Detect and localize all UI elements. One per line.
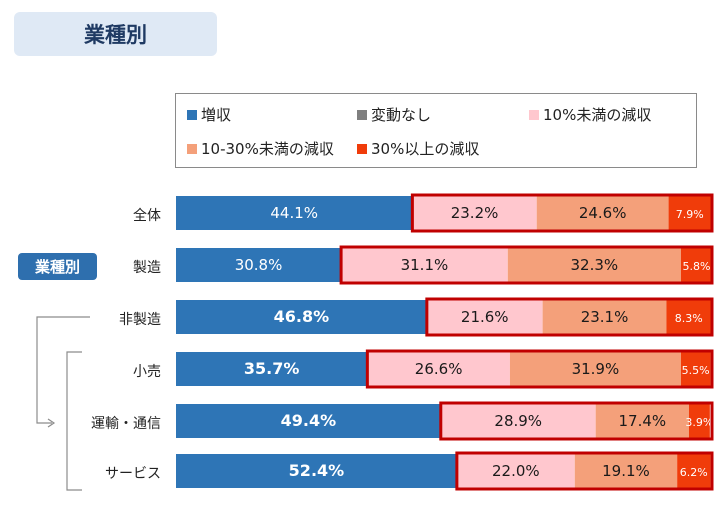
data-label-increase: 35.7% — [244, 359, 300, 378]
data-label-decrease-over-30: 5.8% — [682, 260, 710, 273]
bar-segment-decrease-under-10 — [426, 300, 543, 334]
bar-segment-increase — [176, 300, 427, 334]
decrease-highlight-box — [439, 401, 714, 441]
category-label: 小売 — [133, 364, 161, 380]
bar-segment-decrease-under-10 — [341, 248, 508, 282]
bar-segment-decrease-10-30 — [509, 352, 681, 386]
decrease-highlight-box — [339, 245, 714, 285]
data-label-decrease-under-10: 22.0% — [492, 462, 540, 480]
data-label-decrease-10-30: 32.3% — [571, 256, 619, 274]
decrease-highlight-box — [410, 193, 714, 233]
data-label-decrease-under-10: 31.1% — [401, 256, 449, 274]
bar-segment-decrease-under-10 — [412, 196, 537, 230]
section-title: 業種別 — [14, 12, 217, 56]
data-label-decrease-10-30: 17.4% — [618, 412, 666, 430]
data-label-decrease-over-30: 6.2% — [680, 466, 708, 479]
bar-segment-decrease-10-30 — [507, 248, 681, 282]
bar-segment-increase — [176, 248, 342, 282]
data-label-decrease-10-30: 23.1% — [581, 308, 629, 326]
bar-segment-decrease-over-30 — [680, 248, 712, 282]
data-label-decrease-10-30: 24.6% — [579, 204, 627, 222]
bar-segment-decrease-under-10 — [367, 352, 510, 386]
data-label-increase: 46.8% — [274, 307, 330, 326]
bar-segment-decrease-10-30 — [536, 196, 669, 230]
bar-segment-decrease-over-30 — [677, 454, 711, 488]
bracket-arrow-icon — [47, 418, 56, 428]
bar-segment-increase — [176, 404, 441, 438]
data-label-increase: 52.4% — [289, 461, 345, 480]
legend-swatch-decrease-under-10 — [529, 109, 539, 120]
legend-label-decrease-under-10: 10%未満の減収 — [543, 106, 652, 124]
industry-badge: 業種別 — [18, 253, 97, 280]
bar-segment-decrease-under-10 — [440, 404, 596, 438]
data-label-decrease-10-30: 31.9% — [572, 360, 620, 378]
category-label: 製造 — [133, 260, 161, 276]
chart-legend: 増収 変動なし 10%未満の減収 10-30%未満の減収 30%以上の減収 — [175, 93, 697, 168]
category-label: サービス — [105, 466, 161, 482]
category-label: 非製造 — [119, 312, 161, 328]
legend-swatch-decrease-over-30 — [357, 143, 367, 154]
data-label-decrease-over-30: 7.9% — [676, 208, 704, 221]
category-label: 全体 — [133, 208, 161, 224]
data-label-increase: 49.4% — [281, 411, 337, 430]
bar-segment-decrease-over-30 — [680, 352, 711, 386]
bar-segment-increase — [176, 196, 413, 230]
bracket-non-manufacturing — [36, 316, 90, 424]
legend-item-decrease-10-30: 10-30%未満の減収 — [187, 138, 334, 159]
bar-segment-decrease-10-30 — [542, 300, 667, 334]
decrease-highlight-box — [425, 297, 714, 337]
bar-segment-decrease-10-30 — [574, 454, 678, 488]
data-label-decrease-under-10: 28.9% — [494, 412, 542, 430]
bar-segment-decrease-over-30 — [668, 196, 711, 230]
legend-label-increase: 増収 — [201, 106, 232, 124]
bar-segment-decrease-under-10 — [456, 454, 575, 488]
data-label-decrease-under-10: 26.6% — [415, 360, 463, 378]
legend-item-decrease-over-30: 30%以上の減収 — [357, 138, 479, 159]
legend-item-decrease-under-10: 10%未満の減収 — [529, 104, 651, 125]
bar-segment-increase — [176, 352, 368, 386]
bar-segment-decrease-10-30 — [595, 404, 689, 438]
decrease-highlight-box — [455, 451, 714, 491]
bar-segment-decrease-over-30 — [666, 300, 711, 334]
legend-label-decrease-10-30: 10-30%未満の減収 — [201, 140, 334, 158]
legend-item-no-change: 変動なし — [357, 104, 431, 125]
data-label-decrease-over-30: 5.5% — [682, 364, 710, 377]
decrease-highlight-box — [365, 349, 714, 389]
data-label-increase: 44.1% — [270, 204, 318, 222]
data-label-decrease-over-30: 8.3% — [675, 312, 703, 325]
data-label-decrease-under-10: 23.2% — [451, 204, 499, 222]
data-label-decrease-over-30: 3.9% — [685, 416, 713, 429]
data-label-increase: 30.8% — [235, 256, 283, 274]
legend-label-decrease-over-30: 30%以上の減収 — [371, 140, 480, 158]
legend-swatch-no-change — [357, 109, 367, 120]
legend-item-increase: 増収 — [187, 104, 231, 125]
data-label-decrease-10-30: 19.1% — [602, 462, 650, 480]
bar-segment-increase — [176, 454, 457, 488]
bar-segment-decrease-over-30 — [688, 404, 710, 438]
category-label: 運輸・通信 — [91, 416, 161, 432]
legend-swatch-increase — [187, 109, 197, 120]
data-label-decrease-under-10: 21.6% — [461, 308, 509, 326]
bracket-sub-industries — [66, 351, 82, 491]
legend-label-no-change: 変動なし — [371, 106, 432, 124]
legend-swatch-decrease-10-30 — [187, 143, 197, 154]
